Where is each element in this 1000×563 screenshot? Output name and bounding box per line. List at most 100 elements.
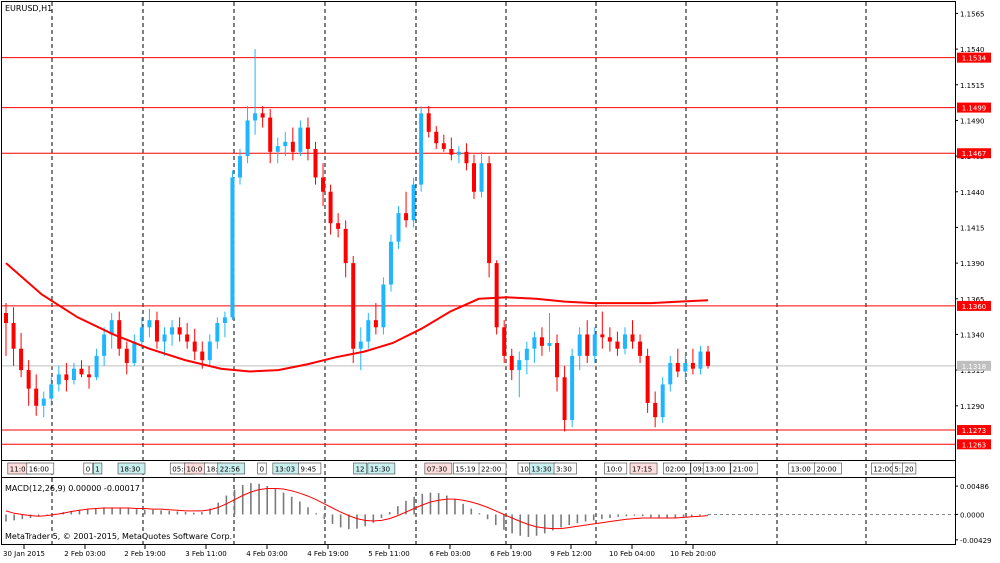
candle (441, 134, 446, 152)
time-tag-label: 13:00 (705, 466, 725, 474)
level-tag (957, 439, 991, 450)
candle (668, 355, 673, 392)
candle-body (441, 143, 446, 149)
candle-body (683, 362, 688, 372)
candle (645, 348, 650, 413)
time-tick-label: 4 Feb 03:00 (246, 550, 287, 558)
candle-body (185, 334, 190, 342)
current-price-label: 1.1318 (962, 363, 987, 371)
candle-body (245, 120, 250, 157)
candle-body (660, 384, 665, 418)
candle-body (622, 334, 627, 349)
level-tag (957, 300, 991, 311)
candle-body (509, 355, 514, 371)
candle (87, 365, 92, 389)
candle-body (343, 228, 348, 264)
candle-body (547, 343, 552, 346)
candle-body (645, 355, 650, 403)
level-tag-label: 1.1360 (962, 303, 987, 311)
candle-body (109, 320, 114, 335)
candle (592, 327, 597, 363)
candle (585, 320, 590, 363)
time-tag (902, 462, 917, 475)
candle-body (456, 151, 461, 155)
time-tick-label: 10 Feb 04:00 (609, 550, 655, 558)
candle (215, 317, 220, 349)
candle (411, 177, 416, 228)
time-tag (662, 462, 691, 475)
time-axis: 30 Jan 2015 2 Feb 03:00 2 Feb 19:00 3 Feb 1… (3, 545, 716, 558)
time-tag-label: 0 (260, 466, 264, 474)
level-tag (957, 52, 991, 63)
time-tag-label: 1 (95, 466, 99, 474)
candle-body (381, 284, 386, 328)
candle (147, 308, 152, 338)
candle (683, 355, 688, 381)
time-tags: 11:0 16:00 0 1 18:30 05:010:0 18: 22:56 0 13:03 9:… (7, 462, 917, 475)
candle-body (19, 348, 24, 371)
candle-body (404, 213, 409, 221)
candle (517, 351, 522, 398)
candle-body (41, 398, 46, 406)
candle (532, 331, 537, 363)
time-tick-label: 30 Jan 2015 (3, 550, 45, 558)
candle (34, 374, 39, 416)
time-tag-label: 02:00 (665, 466, 685, 474)
symbol-label: EURUSD,H1 (5, 4, 52, 13)
candle (381, 277, 386, 335)
time-tick-label: 6 Feb 19:00 (490, 550, 531, 558)
price-tick-label: 1.1315 (960, 367, 985, 375)
time-tick-label: 4 Feb 19:00 (307, 550, 348, 558)
moving-average (5, 262, 709, 373)
candle-body (177, 327, 182, 335)
candle (56, 365, 61, 392)
time-tag-label: 3:30 (556, 466, 572, 474)
candle-body (253, 113, 258, 121)
time-tag-label: 20 (905, 466, 914, 474)
candle (373, 303, 378, 335)
time-tag-label: 5: (894, 466, 901, 474)
candle-body (222, 317, 227, 324)
candle (479, 151, 484, 198)
time-tag-label: 22:00 (481, 466, 501, 474)
candle-body (147, 320, 152, 328)
candle-body (366, 320, 371, 342)
candle (675, 348, 680, 378)
candle-body (4, 313, 8, 324)
candle-body (419, 113, 424, 185)
candle (298, 120, 303, 157)
candle-body (555, 343, 560, 378)
candle-body (132, 341, 137, 363)
candle (706, 345, 710, 369)
candle (502, 320, 507, 363)
candle-body (351, 263, 356, 349)
candle (71, 362, 76, 385)
candle-body (94, 355, 99, 378)
candle (177, 317, 182, 342)
candle (132, 334, 137, 366)
price-tick-label: 1.1340 (960, 331, 985, 339)
time-tick-label: 2 Feb 19:00 (124, 550, 165, 558)
candle-body (26, 370, 31, 389)
candle (547, 313, 552, 352)
time-tag-label: 13:30 (531, 466, 551, 474)
candle (509, 348, 514, 381)
candle-body (79, 368, 84, 375)
candle (64, 362, 69, 392)
candle-body (260, 113, 265, 118)
time-tag-label: 15:30 (370, 466, 390, 474)
candle-body (192, 341, 197, 352)
candle (426, 106, 431, 138)
time-tag-label: 10:0 (187, 466, 203, 474)
level-tag-label: 1.1534 (962, 55, 987, 63)
candle-body (698, 351, 703, 369)
time-tick-label: 3 Feb 11:00 (185, 550, 226, 558)
candle-body (328, 191, 333, 224)
level-tag-label: 1.1273 (962, 427, 987, 435)
candle (577, 327, 582, 371)
candle-body (56, 374, 61, 385)
macd-label: MACD(12,26,9) 0.00000 -0.00017 (5, 484, 140, 493)
price-axis: 1.15651.15401.15151.14901.14651.14401.14… (955, 10, 985, 411)
time-tag-label: 13:00 (791, 466, 811, 474)
time-tick-label: 6 Feb 03:00 (429, 550, 470, 558)
